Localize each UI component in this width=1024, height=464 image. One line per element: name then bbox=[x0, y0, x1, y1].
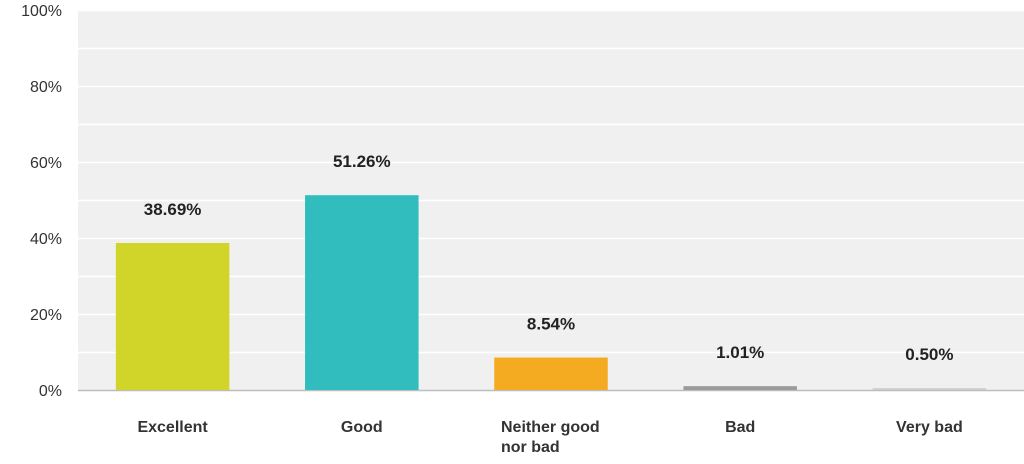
data-label: 0.50% bbox=[905, 345, 953, 364]
bar-bad bbox=[683, 386, 797, 390]
y-tick-label: 60% bbox=[30, 155, 62, 172]
y-tick-label: 80% bbox=[30, 79, 62, 96]
x-category-label: Good bbox=[341, 419, 383, 436]
bar-excellent bbox=[116, 243, 230, 390]
bar-very-bad bbox=[873, 388, 987, 390]
data-label: 38.69% bbox=[144, 200, 202, 219]
x-axis-labels: Excellent Good Neither good nor bad Bad Very … bbox=[137, 419, 962, 456]
x-category-label: Excellent bbox=[137, 419, 208, 436]
bar-good bbox=[305, 195, 419, 390]
y-axis-ticks: 0% 20% 40% 60% 80% 100% bbox=[21, 3, 62, 400]
y-tick-label: 0% bbox=[39, 383, 62, 400]
bar-neither-good-nor-bad bbox=[494, 358, 608, 390]
data-label: 1.01% bbox=[716, 343, 764, 362]
data-label: 8.54% bbox=[527, 315, 575, 334]
y-tick-label: 100% bbox=[21, 3, 62, 20]
x-category-label: Neither good nor bad bbox=[501, 419, 600, 456]
y-tick-label: 20% bbox=[30, 307, 62, 324]
x-category-label: Very bad bbox=[896, 419, 963, 436]
data-label: 51.26% bbox=[333, 152, 391, 171]
x-category-label: Bad bbox=[725, 419, 755, 436]
y-tick-label: 40% bbox=[30, 231, 62, 248]
